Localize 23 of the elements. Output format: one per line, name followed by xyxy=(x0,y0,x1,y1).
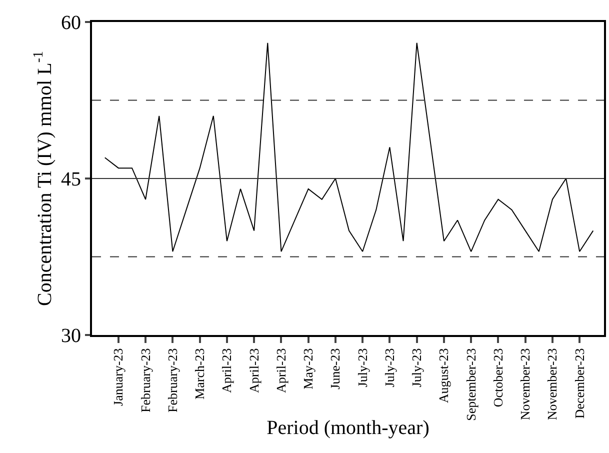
x-tick-label: December-23 xyxy=(572,348,587,419)
x-tick-label: June-23 xyxy=(328,348,343,390)
x-tick-label: November-23 xyxy=(518,348,533,420)
x-tick-label: May-23 xyxy=(300,348,316,390)
x-tick-label: April-23 xyxy=(219,348,234,393)
x-tick-label: August-23 xyxy=(436,348,452,404)
x-tick-label: July-23 xyxy=(354,348,370,388)
x-tick-label: April-23 xyxy=(246,348,262,393)
x-tick-label: November-23 xyxy=(544,348,560,420)
y-tick-label: 45 xyxy=(61,168,81,190)
x-tick-label: October-23 xyxy=(490,348,506,408)
x-tick-label: July-23 xyxy=(409,348,424,388)
x-tick-label: January-23 xyxy=(110,348,126,406)
x-tick-label: March-23 xyxy=(192,348,208,400)
x-tick-label: February-23 xyxy=(164,348,180,412)
y-tick-label: 30 xyxy=(61,325,81,347)
x-tick-label: February-23 xyxy=(138,348,153,412)
line-series xyxy=(104,42,594,252)
x-tick-label: April-23 xyxy=(273,348,288,393)
y-tick-label: 60 xyxy=(61,12,81,34)
x-axis-title: Period (month-year) xyxy=(266,416,430,439)
x-tick-label: July-23 xyxy=(382,348,397,388)
x-tick-label: September-23 xyxy=(463,348,478,421)
